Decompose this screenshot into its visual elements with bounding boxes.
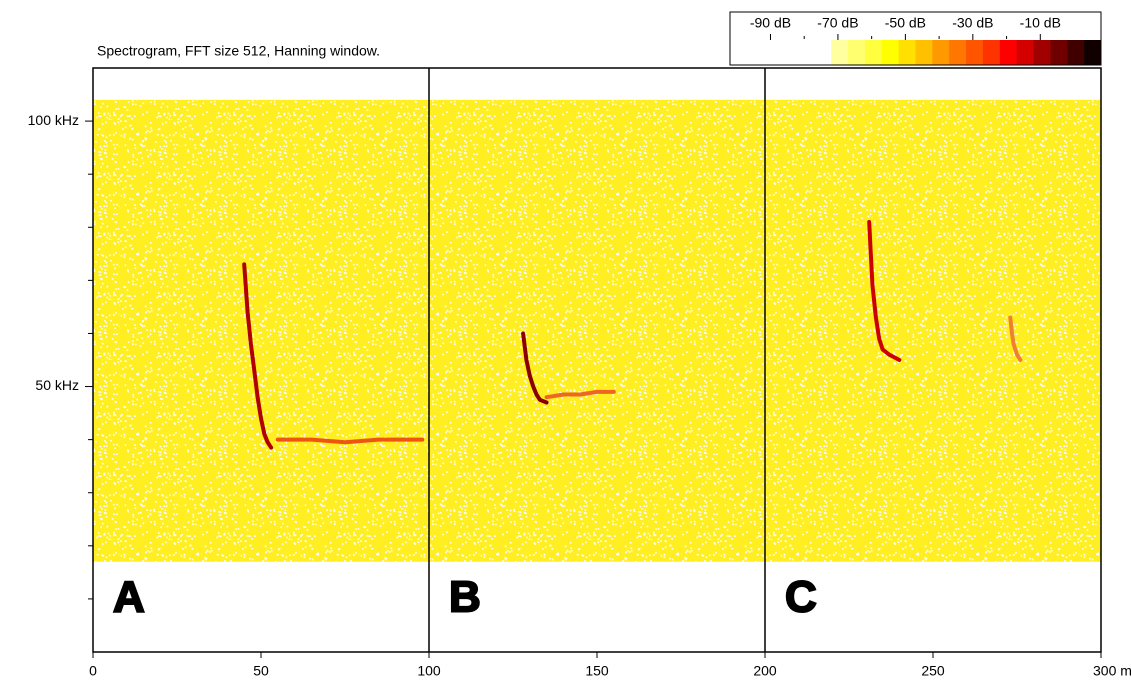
x-tick-label: 250	[921, 663, 945, 679]
call-trace	[867, 220, 902, 362]
colorbar-swatch	[831, 40, 849, 65]
x-tick-label: 0	[89, 663, 97, 679]
panel-label: C	[785, 573, 817, 622]
colorbar-swatch	[898, 40, 916, 65]
colorbar-swatch	[949, 40, 967, 65]
colorbar-swatch	[999, 40, 1018, 65]
panel-label: B	[449, 573, 481, 622]
colorbar-swatch	[1067, 40, 1085, 65]
colorbar-swatch	[848, 40, 866, 65]
colorbar-swatch	[1050, 40, 1068, 65]
noise-band	[93, 99, 1101, 562]
chart-title: Spectrogram, FFT size 512, Hanning windo…	[97, 43, 380, 59]
call-trace	[544, 389, 616, 400]
colorbar-swatch	[982, 40, 1001, 65]
y-tick-label: 100 kHz	[28, 112, 79, 128]
colorbar-swatch	[966, 40, 984, 65]
colorbar-tick-label: -70 dB	[817, 15, 858, 31]
colorbar-swatch	[1033, 40, 1051, 65]
colorbar-swatch	[932, 40, 950, 65]
panel-label: A	[113, 573, 145, 622]
call-trace	[275, 437, 425, 445]
colorbar-tick-label: -10 dB	[1020, 15, 1061, 31]
x-tick-label: 100	[417, 663, 441, 679]
colorbar-tick-label: -50 dB	[885, 15, 926, 31]
call-trace	[521, 331, 549, 405]
colorbar-swatch	[1084, 40, 1102, 65]
colorbar-swatch	[915, 40, 933, 65]
x-tick-label: 150	[585, 663, 609, 679]
x-tick-label: 300 ms	[1093, 663, 1131, 679]
call-trace	[242, 262, 274, 450]
colorbar-swatch	[864, 40, 883, 65]
call-trace	[1008, 315, 1023, 362]
colorbar-swatch	[1016, 40, 1035, 65]
colorbar-swatch	[881, 40, 900, 65]
colorbar-tick-label: -90 dB	[750, 15, 791, 31]
colorbar-tick-label: -30 dB	[952, 15, 993, 31]
y-tick-label: 50 kHz	[35, 377, 79, 393]
x-tick-label: 200	[753, 663, 777, 679]
x-tick-label: 50	[253, 663, 269, 679]
